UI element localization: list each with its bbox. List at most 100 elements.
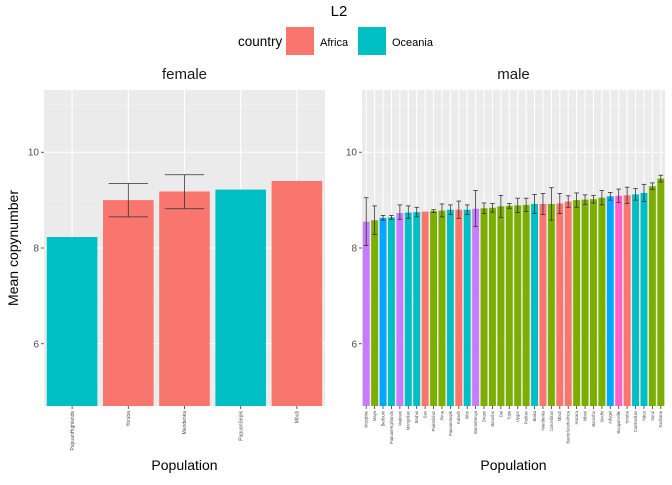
bar xyxy=(505,205,513,406)
bar xyxy=(421,211,429,406)
x-tick-label: BantuKenya xyxy=(473,410,478,433)
x-tick-label: Makrani xyxy=(397,411,402,426)
x-tick-label: Mbuti xyxy=(582,411,587,421)
bar xyxy=(404,212,412,406)
x-tick-label: Mbuti xyxy=(295,411,301,423)
bar xyxy=(564,201,572,406)
legend-key-oceania xyxy=(358,27,386,55)
bar xyxy=(640,192,648,406)
bar xyxy=(632,194,639,406)
x-tick-label: Burusho xyxy=(490,410,495,426)
bar xyxy=(480,208,488,406)
legend-label-oceania: Oceania xyxy=(392,37,434,49)
y-tick-label: 6 xyxy=(33,339,39,350)
bar xyxy=(623,195,631,406)
x-tick-label: Brahui xyxy=(414,411,419,423)
x-tick-label: Adygei xyxy=(608,411,613,424)
x-tick-label: Pima xyxy=(439,410,444,420)
panel-strip-label: female xyxy=(162,66,207,83)
x-tick-label: Maya xyxy=(372,410,377,421)
bar xyxy=(531,203,538,406)
bar xyxy=(371,220,379,406)
x-tick-label: Xibo xyxy=(465,410,470,419)
panel-male: male 6 8 10 Mozabite Maya Bedouin PapuanHighlan… xyxy=(346,62,665,473)
bar xyxy=(489,207,496,406)
y-tick-label: 10 xyxy=(346,148,358,159)
bar xyxy=(455,209,463,406)
bar xyxy=(271,180,323,406)
bar xyxy=(103,200,154,406)
bar xyxy=(615,195,623,406)
bar xyxy=(472,208,480,406)
legend-label-africa: Africa xyxy=(320,37,349,49)
x-tick-label: Uygur xyxy=(515,410,520,422)
legend-title: country xyxy=(238,34,283,49)
x-tick-label: Pathan xyxy=(524,410,529,424)
y-axis-label: Mean copynumber xyxy=(5,190,21,306)
bar xyxy=(430,211,437,406)
bar xyxy=(573,200,581,406)
chart-title: L2 xyxy=(331,3,348,20)
y-tick-label: 8 xyxy=(33,244,39,255)
x-tick-label: Cambodian xyxy=(633,410,638,432)
bar xyxy=(438,210,446,406)
panel-female: female 6 8 10 PapuanHighlands Yoruba Mandenka P… xyxy=(28,62,325,473)
x-tick-label: Bedouin xyxy=(380,410,385,426)
bar xyxy=(159,191,210,406)
x-tick-label: Mongolian xyxy=(406,410,411,430)
x-tick-label: PapuanSepik xyxy=(448,410,453,436)
bar xyxy=(606,196,614,406)
panel-strip xyxy=(44,62,325,88)
x-tick-label: BantuSouthAfrica xyxy=(566,410,571,443)
x-tick-label: Surui xyxy=(650,411,655,421)
bar xyxy=(446,209,454,406)
bar xyxy=(581,199,589,406)
x-tick-label: Burusho xyxy=(591,410,596,426)
x-tick-label: PapuanSepik xyxy=(238,411,244,441)
x-tick-label: Druze xyxy=(481,410,486,422)
y-tick-label: 6 xyxy=(351,339,357,350)
bar xyxy=(657,178,665,406)
bar xyxy=(598,197,606,406)
x-tick-label: Yakut xyxy=(641,410,646,421)
bar xyxy=(522,204,530,406)
x-tick-label: Yoruba xyxy=(126,411,132,427)
bar xyxy=(547,203,555,406)
x-tick-label: Tujia xyxy=(507,410,512,420)
x-tick-label: Biaka xyxy=(532,410,537,421)
x-tick-label: Palestinian xyxy=(431,410,436,431)
x-tick-label: Kalash xyxy=(456,410,461,423)
x-tick-label: San xyxy=(423,410,428,418)
x-tick-label: Mozabite xyxy=(364,410,369,428)
x-tick-label: Yoruba xyxy=(625,410,630,424)
bar xyxy=(463,209,471,406)
bar xyxy=(514,205,522,406)
x-tick-label: PapuanHighlands xyxy=(389,411,394,444)
bar xyxy=(46,236,98,406)
panel-strip xyxy=(362,62,665,88)
bar xyxy=(556,203,564,406)
bar xyxy=(497,206,505,406)
bar xyxy=(539,203,547,406)
bar xyxy=(590,199,597,406)
x-axis-label: Population xyxy=(480,457,546,473)
bar xyxy=(396,213,404,406)
x-axis-label: Population xyxy=(151,457,217,473)
y-tick-label: 8 xyxy=(351,244,357,255)
x-tick-label: Sindhi xyxy=(599,411,604,423)
legend: country Africa Oceania xyxy=(238,27,434,55)
legend-key-africa xyxy=(286,27,314,55)
x-tick-label: Dai xyxy=(498,411,503,417)
panel-strip-label: male xyxy=(497,66,530,83)
x-tick-label: Mbuti xyxy=(557,411,562,421)
y-tick-label: 10 xyxy=(28,148,40,159)
x-tick-label: PapuanHighlands xyxy=(70,411,76,451)
bar xyxy=(648,186,656,406)
x-tick-label: Colombian xyxy=(549,410,554,431)
x-tick-label: Mandenka xyxy=(540,410,545,430)
bar xyxy=(215,189,266,406)
bar xyxy=(379,217,387,406)
bar xyxy=(362,221,370,406)
bar xyxy=(413,212,421,406)
